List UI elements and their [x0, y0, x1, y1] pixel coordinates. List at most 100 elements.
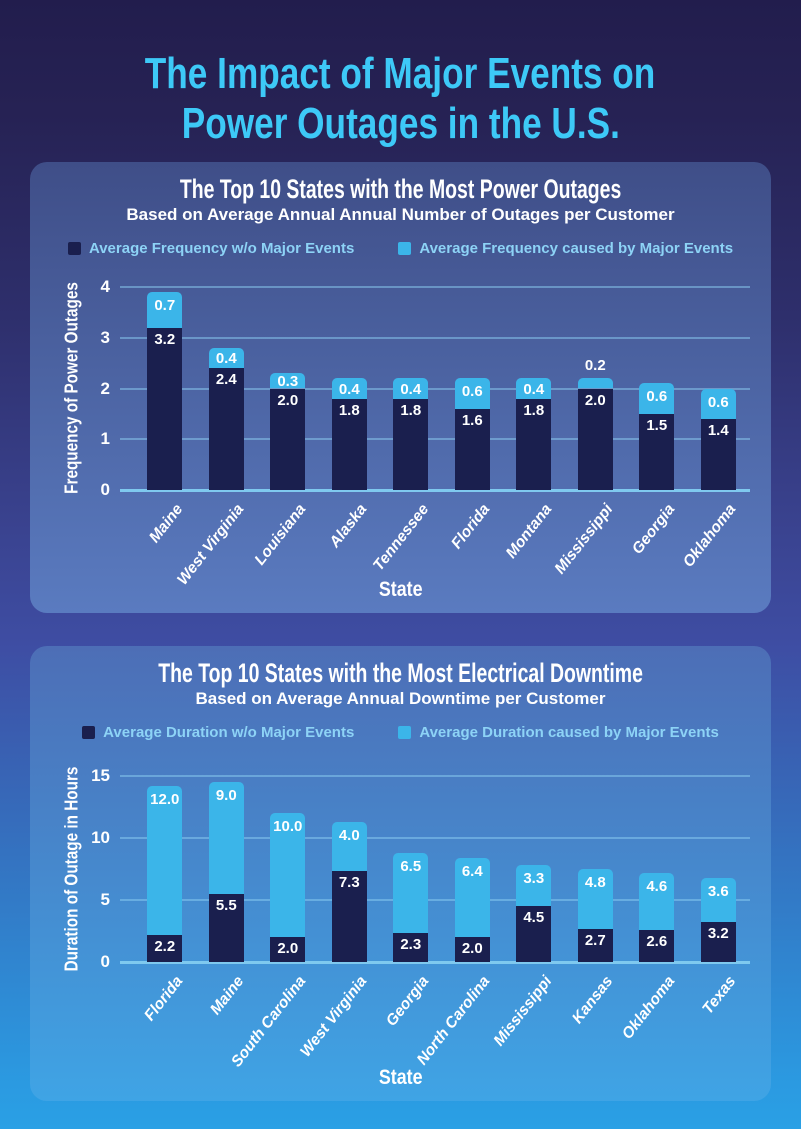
bar-base-segment	[577, 388, 613, 490]
x-category-label: Montana	[502, 501, 556, 562]
y-tick-label: 5	[100, 890, 110, 909]
bar-base-segment	[454, 937, 490, 962]
x-category-label: Florida	[448, 501, 494, 553]
bar-base-segment	[454, 408, 490, 490]
bar-base-segment	[208, 893, 244, 962]
bar-major-value: 10.0	[273, 818, 303, 836]
bar-major-value: 0.6	[646, 388, 668, 406]
bar-major-segment	[331, 821, 367, 872]
bar-base-value: 3.2	[154, 330, 176, 348]
x-category-label: Maine	[207, 973, 248, 1019]
bar-base-segment	[639, 929, 675, 962]
bar-base-value: 2.2	[154, 937, 176, 955]
bar-major-value: 0.7	[154, 297, 176, 315]
x-axis-title: State	[30, 1066, 771, 1090]
bar-major-segment	[393, 378, 429, 399]
bar-major-value: 0.3	[277, 372, 299, 390]
x-axis-title-text: State	[378, 578, 423, 601]
bar-major-segment	[700, 388, 736, 419]
bar-base-value: 1.8	[523, 401, 545, 419]
bar-base-segment	[393, 398, 429, 490]
bar-base-value: 1.4	[707, 421, 729, 439]
y-tick-label: 10	[91, 828, 110, 847]
x-category-label: Texas	[699, 973, 740, 1018]
page-title-line-2: Power Outages in the U.S.	[181, 99, 620, 149]
bar-major-value: 0.2	[584, 357, 606, 375]
bar-major-segment	[516, 865, 552, 907]
bar-base-segment	[700, 418, 736, 490]
panel-subtitle: Based on Average Annual Annual Number of…	[126, 205, 675, 224]
grid-line	[120, 837, 750, 839]
bar-major-segment	[147, 292, 183, 328]
legend-swatch-major-events	[398, 726, 412, 739]
y-tick-label: 1	[100, 429, 110, 449]
x-category-label: Oklahoma	[618, 973, 679, 1043]
bar-major-segment	[454, 857, 490, 938]
bar-major-segment	[577, 869, 613, 929]
page-title: The Impact of Major Events on Power Outa…	[0, 49, 801, 149]
legend-swatch-without-major-events	[82, 726, 96, 739]
bar-base-value: 2.4	[215, 371, 237, 389]
bar-major-value: 12.0	[150, 790, 180, 808]
bar-major-segment	[700, 877, 736, 923]
legend-item: Average Frequency w/o Major Events	[67, 240, 354, 257]
bar-base-value: 2.0	[584, 391, 606, 409]
bar-major-value: 0.4	[523, 380, 545, 398]
bar-base-value: 1.8	[338, 401, 360, 419]
bar-base-segment	[331, 398, 367, 490]
bar-major-segment	[147, 785, 183, 935]
bar-base-segment	[700, 922, 736, 962]
x-axis-title: State	[30, 578, 771, 602]
x-category-label: Maine	[145, 501, 187, 547]
legend-swatch-without-major-events	[67, 242, 81, 255]
bar-major-segment	[208, 347, 244, 369]
bar-base-value: 2.0	[277, 391, 299, 409]
bar-base-segment	[516, 398, 552, 490]
page-title-line-1: The Impact of Major Events on	[145, 49, 656, 99]
bar-base-segment	[639, 413, 675, 490]
bar-base-value: 2.3	[400, 936, 422, 954]
chart-legend: Average Frequency w/o Major Events Avera…	[30, 240, 771, 257]
bar-base-value: 2.6	[646, 932, 668, 950]
legend-label: Average Frequency caused by Major Events	[419, 240, 734, 257]
chart-plot: 0 5 10 15 12.0 2.2 Florida 9.0 5.5 Maine 10.0 2.0 So…	[30, 646, 771, 1101]
bar-base-value: 1.6	[461, 411, 483, 429]
x-category-label: Florida	[140, 973, 187, 1025]
bar-major-value: 9.0	[215, 787, 237, 805]
legend-label: Average Duration w/o Major Events	[103, 724, 355, 741]
x-category-label: Mississippi	[490, 973, 556, 1050]
bar-base-value: 2.0	[277, 940, 299, 958]
bar-base-segment	[147, 934, 183, 962]
bar-major-segment	[270, 373, 306, 389]
chart-plot: 0 1 2 3 4 0.7 3.2 Maine 0.4 2.4 West Virginia 0.3 2.…	[30, 162, 771, 613]
x-category-label: Mississippi	[551, 501, 617, 578]
bar-base-segment	[393, 933, 429, 962]
legend-item: Average Duration w/o Major Events	[82, 724, 354, 741]
legend-label: Average Duration caused by Major Events	[419, 724, 719, 741]
y-tick-label: 2	[100, 378, 110, 398]
y-tick-label: 4	[100, 277, 110, 296]
bar-major-segment	[454, 378, 490, 409]
grid-line	[120, 336, 750, 339]
y-tick-label: 3	[100, 327, 110, 347]
bar-base-segment	[208, 368, 244, 490]
bar-major-value: 0.4	[338, 380, 360, 398]
panel-subtitle: Based on Average Annual Downtime per Cus…	[195, 689, 606, 708]
bar-major-value: 0.6	[461, 383, 483, 401]
bar-major-segment	[516, 378, 552, 399]
bar-base-value: 3.2	[707, 925, 729, 943]
bar-major-value: 6.5	[400, 857, 422, 875]
y-tick-label: 15	[91, 766, 110, 785]
grid-line	[120, 960, 750, 964]
bar-major-value: 3.3	[523, 870, 545, 888]
bar-major-value: 0.6	[707, 393, 729, 411]
duration-chart-panel: The Top 10 States with the Most Electric…	[30, 646, 771, 1101]
bar-base-segment	[147, 327, 183, 490]
x-category-label: Oklahoma	[680, 501, 740, 571]
panel-title-text: The Top 10 States with the Most Electric…	[158, 658, 643, 688]
bar-major-segment	[270, 813, 306, 938]
bar-major-value: 0.4	[400, 380, 422, 398]
bar-major-value: 0.4	[215, 350, 237, 368]
bar-base-segment	[516, 906, 552, 962]
bar-major-segment	[639, 383, 675, 414]
